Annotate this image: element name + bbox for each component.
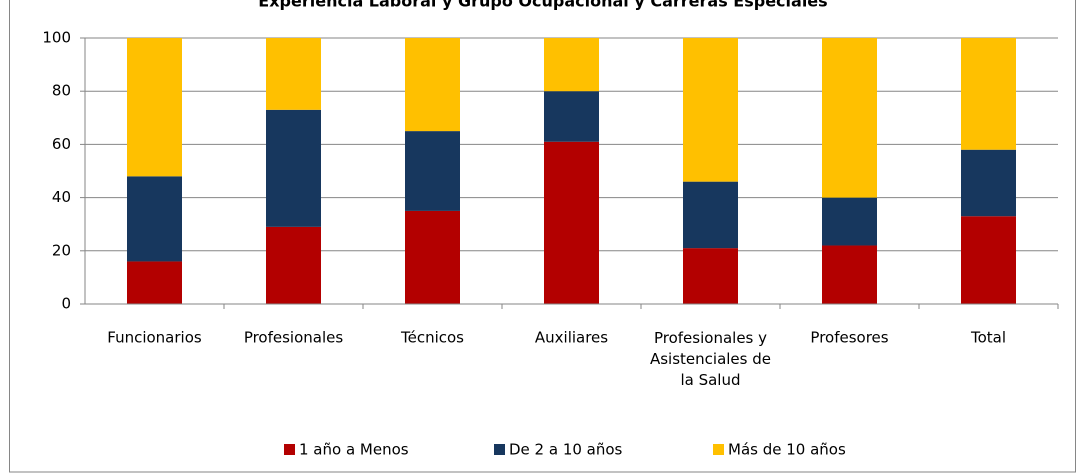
bar-segment [683,248,738,304]
bar-segment [544,141,599,304]
bar-segment [544,91,599,142]
bar-segment [822,245,877,304]
y-tick-label: 80 [52,82,71,100]
bar-segment [127,261,182,304]
bar-segment [544,38,599,92]
x-tick-label-line: Asistenciales de [650,350,771,368]
x-tick-label: Profesionales y Asistenciales de la Salud [650,329,771,389]
x-tick-label: Total [970,329,1006,347]
bar-segment [266,109,321,227]
x-tick-label: Profesores [810,329,888,347]
bar-segment [405,38,460,132]
y-tick-label: 0 [61,295,71,313]
bar-segment [405,210,460,304]
bar-segment [961,38,1016,150]
legend-label: De 2 a 10 años [509,441,623,459]
chart-title: Experiencia Laboral y Grupo Ocupacional … [258,0,827,11]
chart-border [9,0,1076,473]
legend-label: 1 año a Menos [299,441,409,459]
bar-segment [683,181,738,249]
bar-segment [822,38,877,198]
bar-segment [822,197,877,246]
x-tick-label-line: Profesionales y [654,329,767,347]
legend-label: Más de 10 años [728,441,846,459]
bar-segment [961,216,1016,304]
y-tick-label: 100 [42,29,71,47]
x-tick-label: Auxiliares [535,329,608,347]
bar-segment [961,149,1016,217]
x-tick-label: Técnicos [400,329,464,347]
y-tick-label: 60 [52,135,71,153]
bar-segment [683,38,738,182]
x-tick-label: Funcionarios [107,329,202,347]
x-tick-label: Profesionales [244,329,344,347]
bar-segment [266,38,321,110]
bar-segment [405,131,460,211]
x-tick-label-line: la Salud [680,371,740,389]
legend-swatch [284,444,295,455]
legend-swatch [713,444,724,455]
legend-swatch [494,444,505,455]
bar-segment [127,176,182,262]
bar-segment [127,38,182,177]
bar-segment [266,226,321,304]
y-tick-label: 20 [52,241,71,259]
y-tick-label: 40 [52,188,71,206]
